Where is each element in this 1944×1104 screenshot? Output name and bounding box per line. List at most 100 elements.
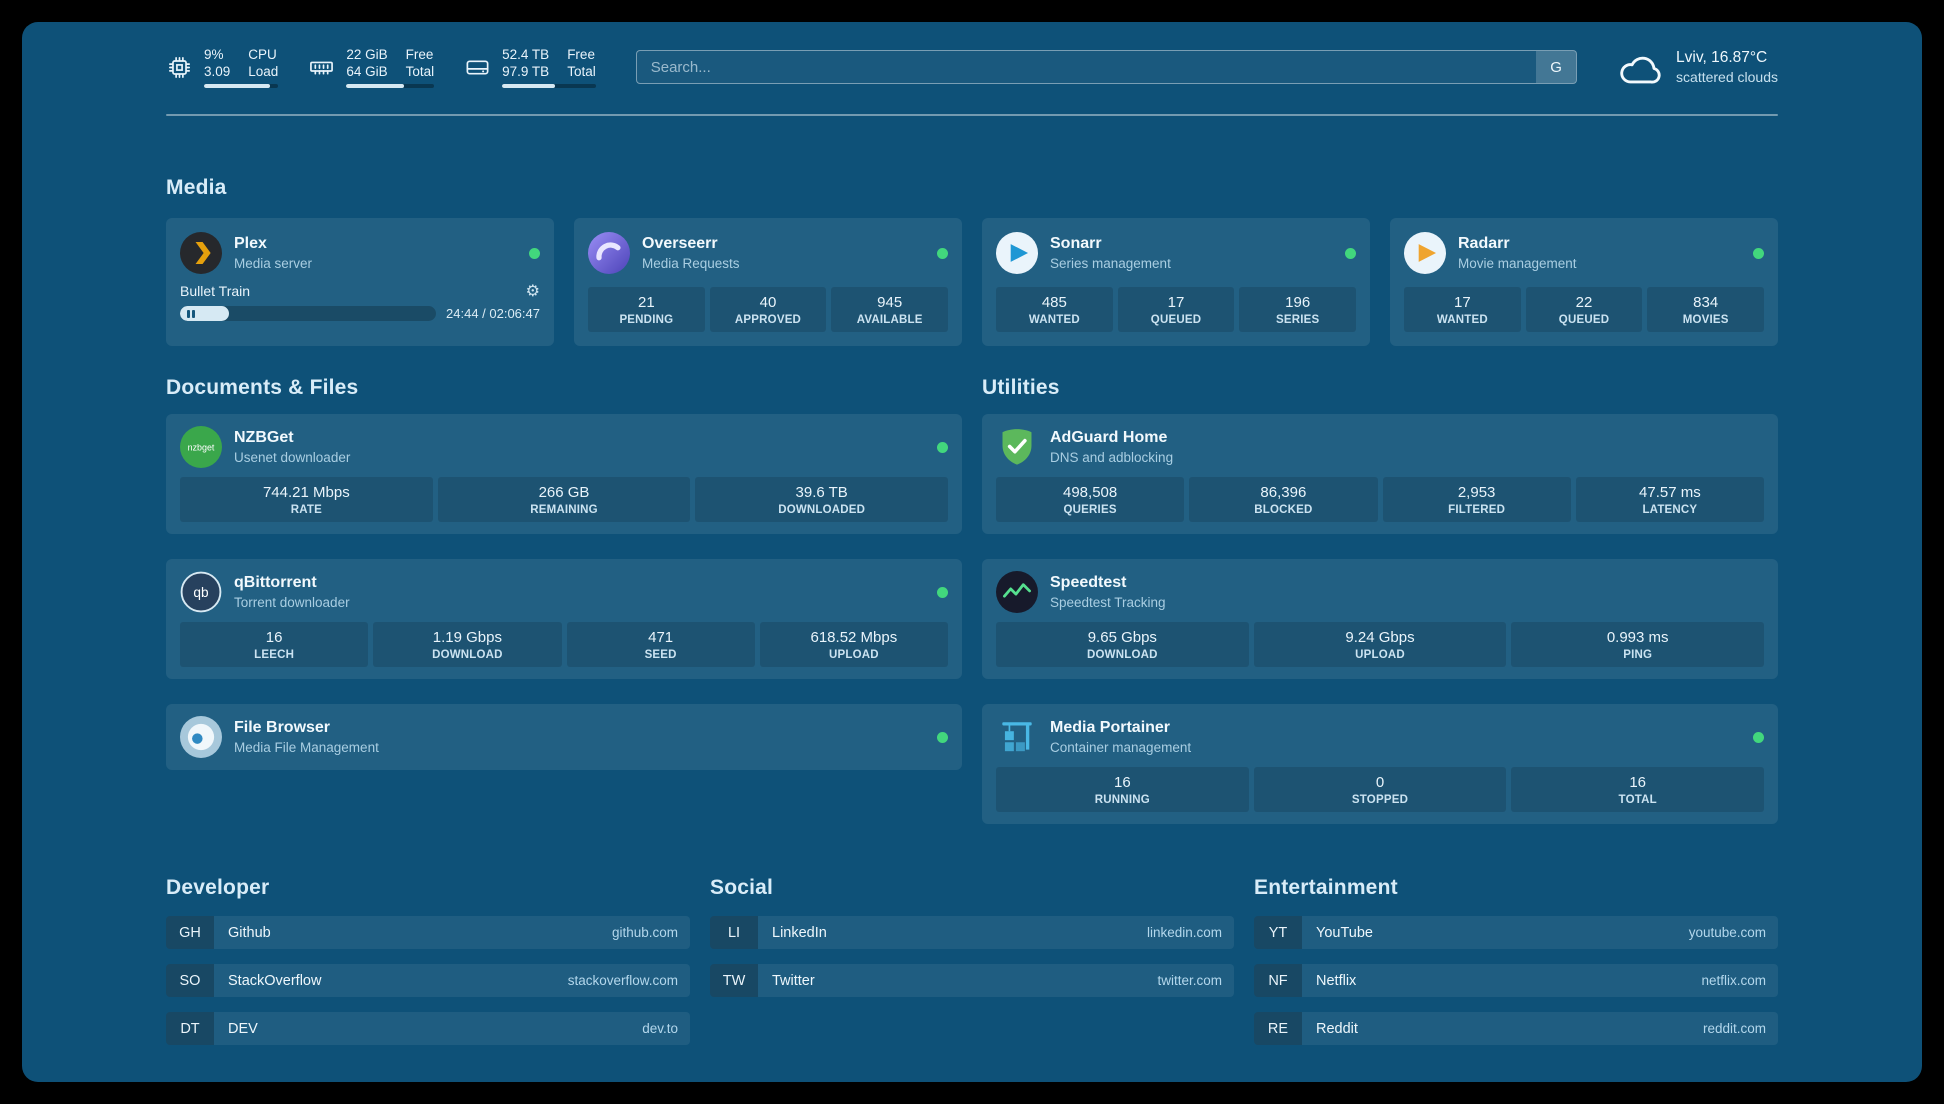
- section-utilities: Utilities AdGuard Home DNS and adblockin…: [982, 376, 1778, 824]
- service-stats: 498,508 QUERIES 86,396 BLOCKED 2,953 FIL…: [996, 477, 1764, 522]
- bookmark-abbr: LI: [710, 916, 758, 949]
- stat-queued: 17 QUEUED: [1117, 287, 1235, 332]
- service-stats: 16 LEECH 1.19 Gbps DOWNLOAD 471 SEED 6: [180, 622, 948, 667]
- stat-value: 22: [1575, 294, 1593, 311]
- stat-label: QUERIES: [1063, 504, 1117, 516]
- bookmark-dev[interactable]: DT DEV dev.to: [166, 1012, 690, 1045]
- stat-series: 196 SERIES: [1239, 287, 1357, 332]
- stat-value: 498,508: [1063, 484, 1118, 501]
- memory-widget: 22 GiB Free 64 GiB Total: [308, 46, 435, 88]
- service-card-portainer[interactable]: Media Portainer Container management 16 …: [982, 704, 1778, 824]
- section-title-developer: Developer: [166, 876, 270, 899]
- stat-value: 0: [1375, 774, 1385, 791]
- service-card-sonarr[interactable]: Sonarr Series management 485 WANTED 17 Q…: [982, 218, 1370, 346]
- bookmark-netflix[interactable]: NF Netflix netflix.com: [1254, 964, 1778, 997]
- memory-stats: 22 GiB Free 64 GiB Total: [346, 46, 435, 88]
- stat-leech: 16 LEECH: [180, 622, 369, 667]
- disk-label-total: Total: [567, 64, 596, 79]
- service-card-filebrowser[interactable]: File Browser Media File Management: [166, 704, 962, 770]
- stat-value: 47.57 ms: [1639, 484, 1701, 501]
- bookmark-linkedin[interactable]: LI LinkedIn linkedin.com: [710, 916, 1234, 949]
- bookmark-stackoverflow[interactable]: SO StackOverflow stackoverflow.com: [166, 964, 690, 997]
- stat-approved: 40 APPROVED: [709, 287, 827, 332]
- stat-value: 1.19 Gbps: [432, 629, 502, 646]
- bookmark-url: linkedin.com: [1146, 925, 1222, 940]
- stat-label: REMAINING: [530, 504, 598, 516]
- memory-icon: [310, 61, 334, 75]
- disk-usage-bar: [502, 84, 596, 88]
- bookmark-name: StackOverflow: [228, 972, 322, 989]
- svg-text:nzbget: nzbget: [188, 443, 215, 453]
- service-name: NZBGet: [234, 429, 294, 446]
- status-dot: [937, 441, 948, 453]
- cpu-label-top: CPU: [248, 47, 277, 62]
- gear-icon[interactable]: ⚙: [525, 281, 540, 300]
- stat-download: 9.65 Gbps DOWNLOAD: [996, 622, 1249, 667]
- search-provider-button[interactable]: G: [1536, 51, 1577, 83]
- bookmark-github[interactable]: GH Github github.com: [166, 916, 690, 949]
- content: 9% CPU 3.09 Load: [166, 22, 1778, 1045]
- section-title-social: Social: [710, 876, 774, 899]
- bookmark-youtube[interactable]: YT YouTube youtube.com: [1254, 916, 1778, 949]
- stat-value: 17: [1453, 294, 1471, 311]
- service-card-nzbget[interactable]: nzbget NZBGet Usenet downloader 744.21 M…: [166, 414, 962, 534]
- portainer-icon: [1002, 722, 1032, 752]
- stat-label: SERIES: [1275, 314, 1320, 326]
- bookmark-twitter[interactable]: TW Twitter twitter.com: [710, 964, 1234, 997]
- weather-widget: Lviv, 16.87°C scattered clouds: [1617, 48, 1778, 86]
- section-documents: Documents & Files nzbget NZBGet Usenet d…: [166, 376, 962, 770]
- status-dot: [1753, 731, 1764, 743]
- disk-value-total: 97.9 TB: [502, 64, 550, 79]
- stat-value: 21: [637, 294, 655, 311]
- bookmark-url: stackoverflow.com: [567, 973, 678, 988]
- service-subtitle: Media server: [234, 256, 313, 271]
- service-card-overseerr[interactable]: Overseerr Media Requests 21 PENDING 40 A…: [574, 218, 962, 346]
- bookmark-abbr: DT: [166, 1012, 214, 1045]
- bookmark-name: Twitter: [772, 972, 815, 989]
- memory-usage-bar: [346, 84, 435, 88]
- stat-value: 9.24 Gbps: [1345, 629, 1415, 646]
- plex-pause-button[interactable]: [180, 306, 229, 321]
- status-dot: [1345, 247, 1356, 259]
- overseerr-icon: [588, 232, 630, 274]
- service-card-radarr[interactable]: Radarr Movie management 17 WANTED 22 QUE…: [1390, 218, 1778, 346]
- stat-label: PENDING: [619, 314, 674, 326]
- service-subtitle: Media File Management: [234, 740, 379, 755]
- stat-value: 0.993 ms: [1606, 629, 1669, 646]
- stat-value: 40: [759, 294, 777, 311]
- stat-label: RUNNING: [1094, 794, 1150, 806]
- stat-value: 39.6 TB: [795, 484, 848, 501]
- stat-label: DOWNLOAD: [1087, 649, 1158, 661]
- bookmark-name: DEV: [228, 1020, 258, 1037]
- stat-available: 945 AVAILABLE: [831, 287, 949, 332]
- service-card-plex[interactable]: Plex Media server Bullet Train ⚙ 24:44: [166, 218, 554, 346]
- service-card-adguard[interactable]: AdGuard Home DNS and adblocking 498,508 …: [982, 414, 1778, 534]
- stat-upload: 9.24 Gbps UPLOAD: [1253, 622, 1507, 667]
- status-dot: [937, 586, 948, 598]
- stat-seed: 471 SEED: [566, 622, 755, 667]
- service-card-speedtest[interactable]: Speedtest Speedtest Tracking 9.65 Gbps D…: [982, 559, 1778, 679]
- cloud-icon: [1620, 56, 1661, 84]
- bookmark-group-social: Social LI LinkedIn linkedin.com TW Twitt…: [710, 876, 1234, 997]
- search-input[interactable]: [636, 51, 1537, 83]
- stat-label: RATE: [290, 504, 322, 516]
- stat-wanted: 17 WANTED: [1404, 287, 1521, 332]
- media-cards: Plex Media server Bullet Train ⚙ 24:44: [166, 218, 1778, 346]
- system-widgets: 9% CPU 3.09 Load: [166, 46, 596, 88]
- header-divider: [166, 114, 1778, 116]
- nzbget-icon: nzbget: [180, 426, 222, 468]
- service-stats: 17 WANTED 22 QUEUED 834 MOVIES: [1404, 287, 1765, 332]
- bookmark-reddit[interactable]: RE Reddit reddit.com: [1254, 1012, 1778, 1045]
- service-subtitle: Container management: [1050, 740, 1192, 755]
- section-title-media: Media: [166, 176, 227, 199]
- stat-rate: 744.21 Mbps RATE: [180, 477, 433, 522]
- bookmark-abbr: YT: [1254, 916, 1302, 949]
- stat-label: PING: [1623, 649, 1653, 661]
- stat-value: 17: [1167, 294, 1185, 311]
- disk-stats: 52.4 TB Free 97.9 TB Total: [502, 46, 596, 88]
- stat-movies: 834 MOVIES: [1647, 287, 1765, 332]
- plex-progress-track[interactable]: [180, 306, 437, 321]
- service-card-qbittorrent[interactable]: qb qBittorrent Torrent downloader 16 LEE…: [166, 559, 962, 679]
- bookmark-name: Reddit: [1316, 1020, 1358, 1037]
- disk-value-free: 52.4 TB: [502, 47, 550, 62]
